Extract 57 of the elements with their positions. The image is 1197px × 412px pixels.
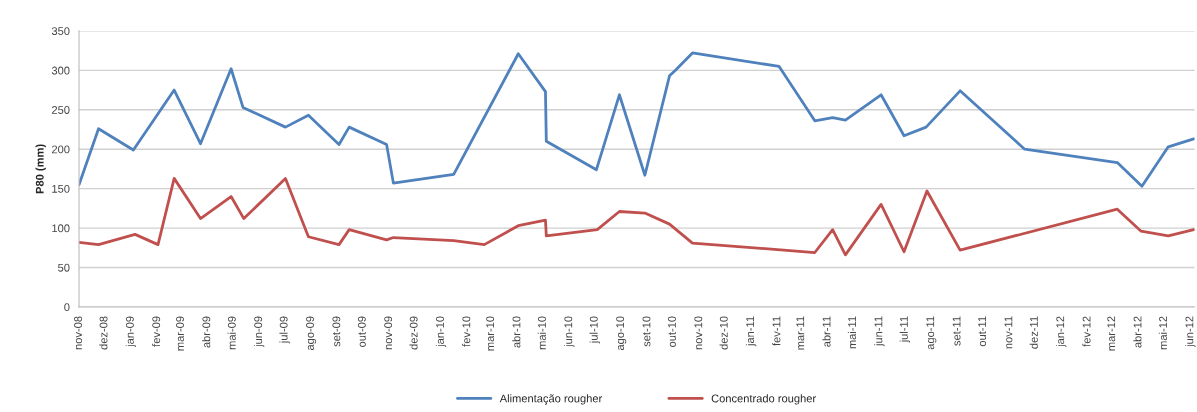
legend-label: Alimentação rougher — [499, 394, 603, 405]
y-tick-label: 250 — [52, 106, 70, 114]
x-tick-label: jul-10 — [589, 316, 600, 344]
x-tick-label: out-10 — [668, 316, 676, 347]
y-tick-label: 0 — [64, 303, 70, 312]
x-tick-label: out-11 — [978, 316, 987, 347]
x-tick-label: jul-11 — [899, 316, 911, 343]
x-tick-label: ago-09 — [306, 316, 317, 351]
x-tick-label: set-10 — [642, 316, 651, 347]
x-tick-label: set-11 — [952, 316, 961, 346]
x-tick-label: mai-10 — [537, 316, 546, 350]
y-tick-label: 300 — [51, 66, 70, 75]
y-tick-label: 100 — [52, 224, 70, 233]
x-tick-label: jan-09 — [125, 316, 137, 348]
y-tick-label: 200 — [52, 145, 70, 154]
x-tick-label: abr-10 — [512, 316, 521, 348]
y-tick-label: 350 — [51, 27, 70, 36]
x-tick-label: abr-09 — [202, 316, 211, 348]
x-tick-label: mai-12 — [1158, 316, 1167, 350]
legend-label: Concentrado rougher — [711, 394, 816, 405]
x-tick-label: jun-09 — [253, 316, 265, 348]
x-tick-label: jan-12 — [1056, 316, 1067, 348]
x-tick-label: jun-12 — [1185, 316, 1196, 348]
y-tick-label: 150 — [52, 184, 70, 193]
x-tick-label: dez-10 — [719, 316, 728, 350]
x-tick-label: mar-11 — [796, 316, 805, 350]
x-tick-label: jan-11 — [745, 316, 757, 347]
x-tick-label: dez-11 — [1029, 316, 1038, 349]
line-series — [79, 51, 1195, 188]
x-tick-label: dez-08 — [99, 316, 108, 350]
x-tick-label: fev-09 — [152, 316, 161, 347]
x-tick-label: nov-08 — [74, 316, 82, 350]
x-tick-label: mar-12 — [1107, 316, 1116, 351]
x-tick-label: mar-09 — [176, 316, 184, 351]
x-tick-label: dez-09 — [409, 316, 418, 350]
x-tick-label: ago-11 — [926, 316, 937, 350]
x-tick-label: fev-12 — [1082, 316, 1091, 347]
x-tick-label: jul-09 — [279, 316, 290, 344]
x-tick-label: mai-11 — [847, 316, 857, 349]
x-tick-label: nov-10 — [694, 316, 703, 350]
x-tick-label: fev-11 — [772, 316, 781, 346]
x-tick-label: abr-12 — [1133, 316, 1142, 348]
line-series — [79, 176, 1195, 257]
x-tick-label: fev-10 — [462, 316, 471, 347]
x-tick-label: nov-09 — [384, 316, 393, 350]
x-tick-label: ago-10 — [616, 316, 627, 351]
x-tick-label: mai-09 — [227, 316, 236, 350]
x-tick-label: mar-10 — [486, 316, 495, 351]
x-tick-label: jun-10 — [564, 316, 575, 348]
x-tick-label: abr-11 — [822, 316, 831, 347]
y-tick-label: 50 — [58, 263, 70, 272]
x-tick-label: set-09 — [332, 316, 341, 347]
x-tick-label: nov-11 — [1004, 316, 1013, 349]
x-tick-label: out-09 — [357, 316, 366, 347]
x-tick-label: jan-10 — [435, 316, 447, 348]
y-axis-title: P80 (mm) — [35, 144, 46, 194]
x-tick-label: jun-11 — [874, 316, 885, 347]
